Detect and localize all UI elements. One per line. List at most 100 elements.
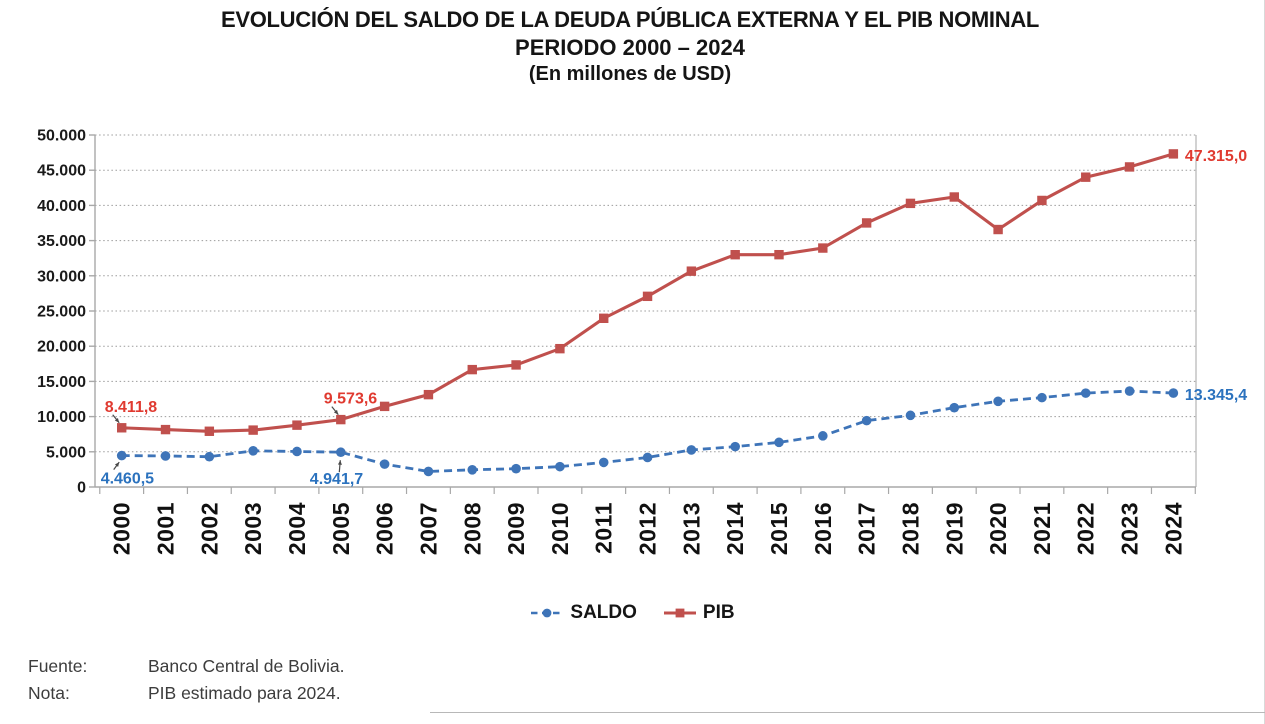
saldo-data-point (993, 396, 1003, 407)
saldo-data-point (774, 437, 784, 448)
pib-data-point (730, 250, 740, 260)
pib-data-point (1124, 162, 1135, 172)
svg-text:15.000: 15.000 (37, 374, 86, 391)
saldo-series (116, 386, 1179, 477)
note-label: Nota: (28, 683, 70, 703)
chart-title-line1: EVOLUCIÓN DEL SALDO DE LA DEUDA PÚBLICA … (220, 7, 1040, 32)
saldo-data-point (423, 466, 434, 477)
data-label-pib-2024: 47.315,0 (1185, 148, 1247, 165)
pib-data-point (905, 198, 916, 209)
legend-item-pib: PIB (663, 602, 735, 624)
pib-data-point (818, 243, 828, 253)
svg-text:2002: 2002 (196, 502, 222, 555)
saldo-data-point (686, 445, 697, 455)
svg-text:30.000: 30.000 (37, 268, 86, 285)
svg-text:5.000: 5.000 (46, 444, 86, 461)
saldo-data-point (818, 431, 828, 441)
svg-text:2007: 2007 (415, 502, 441, 555)
data-label-pib-2000: 8.411,8 (105, 399, 158, 416)
pib-data-point (248, 425, 258, 435)
pib-data-point (1081, 172, 1091, 182)
pib-data-point (379, 401, 390, 412)
svg-text:2014: 2014 (722, 502, 748, 555)
legend-label-saldo: SALDO (570, 602, 637, 623)
pib-data-point (599, 313, 609, 324)
svg-text:25.000: 25.000 (37, 304, 86, 321)
svg-text:2019: 2019 (941, 502, 967, 555)
svg-text:2023: 2023 (1117, 502, 1143, 555)
saldo-data-point (379, 459, 390, 469)
pib-data-point (861, 218, 872, 228)
data-label-saldo-2024: 13.345,4 (1185, 387, 1247, 404)
saldo-data-point (1080, 388, 1091, 398)
pib-data-point (511, 360, 521, 370)
svg-text:2021: 2021 (1029, 502, 1055, 555)
saldo-data-point (292, 446, 302, 457)
pib-data-point (993, 224, 1003, 235)
svg-text:2012: 2012 (635, 502, 661, 555)
pib-data-point (774, 249, 784, 260)
svg-text:10.000: 10.000 (37, 409, 86, 426)
pib-data-point (642, 291, 653, 302)
pib-data-point (467, 364, 477, 375)
source-label: Fuente: (28, 656, 88, 676)
saldo-data-point (949, 402, 960, 413)
chart-title-line2: PERIODO 2000 – 2024 (515, 35, 745, 60)
pib-data-point (949, 192, 959, 202)
svg-text:20.000: 20.000 (37, 339, 86, 356)
svg-text:2015: 2015 (766, 502, 792, 555)
svg-text:2009: 2009 (503, 502, 529, 555)
chart-footer: Fuente: Banco Central de Bolivia. Nota: … (28, 656, 345, 703)
svg-text:2024: 2024 (1160, 502, 1186, 555)
svg-text:2000: 2000 (109, 502, 135, 555)
pib-data-point (423, 389, 434, 400)
y-axis: 0 5.000 10.000 15.000 20.000 25.000 30.000 35.0… (37, 128, 95, 497)
saldo-data-point (1124, 386, 1135, 396)
saldo-line-icon (531, 608, 564, 618)
pib-line-icon (663, 608, 696, 618)
pib-data-point (204, 426, 215, 436)
note-value: PIB estimado para 2024. (148, 683, 341, 703)
svg-text:2010: 2010 (547, 502, 573, 555)
svg-text:35.000: 35.000 (37, 233, 86, 250)
svg-text:40.000: 40.000 (37, 198, 86, 215)
pib-data-point (292, 420, 302, 430)
pib-data-point (1168, 149, 1179, 159)
svg-text:2006: 2006 (372, 502, 398, 555)
saldo-data-point (248, 446, 258, 456)
source-value: Banco Central de Bolivia. (148, 656, 345, 676)
saldo-data-point (598, 457, 609, 468)
svg-text:2020: 2020 (985, 502, 1011, 555)
svg-text:2003: 2003 (240, 502, 266, 555)
pib-data-point (686, 266, 697, 276)
pib-data-point (160, 424, 171, 435)
saldo-data-point (642, 452, 653, 463)
data-label-saldo-2000: 4.460,5 (101, 471, 154, 488)
saldo-data-point (730, 441, 740, 452)
saldo-data-point (905, 410, 916, 421)
saldo-data-point (116, 450, 127, 461)
svg-text:2018: 2018 (897, 502, 923, 555)
svg-text:2022: 2022 (1073, 502, 1099, 555)
svg-text:2017: 2017 (854, 502, 880, 555)
data-label-pib-2005: 9.573,6 (324, 391, 377, 408)
saldo-data-point (555, 461, 565, 472)
pib-data-point (555, 343, 565, 354)
pib-data-point (1037, 195, 1047, 206)
data-labels: 8.411,8 4.460,5 9.573,6 4.941,7 47.315,0 13.3… (101, 148, 1248, 488)
pib-data-point (336, 414, 346, 425)
saldo-data-point (204, 451, 215, 462)
svg-text:45.000: 45.000 (37, 163, 86, 180)
x-axis: 2000 2001 2002 2003 2004 2005 2006 2007 2008 2009… (99, 487, 1196, 555)
saldo-data-point (1168, 388, 1179, 398)
svg-text:2001: 2001 (153, 502, 179, 555)
data-label-saldo-2005: 4.941,7 (310, 471, 363, 488)
svg-text:2008: 2008 (459, 502, 485, 555)
svg-text:2016: 2016 (810, 502, 836, 555)
saldo-data-point (511, 463, 521, 474)
svg-text:50.000: 50.000 (37, 128, 86, 145)
pib-data-point (117, 423, 127, 433)
svg-text:2004: 2004 (284, 502, 310, 555)
svg-text:2011: 2011 (591, 502, 617, 554)
